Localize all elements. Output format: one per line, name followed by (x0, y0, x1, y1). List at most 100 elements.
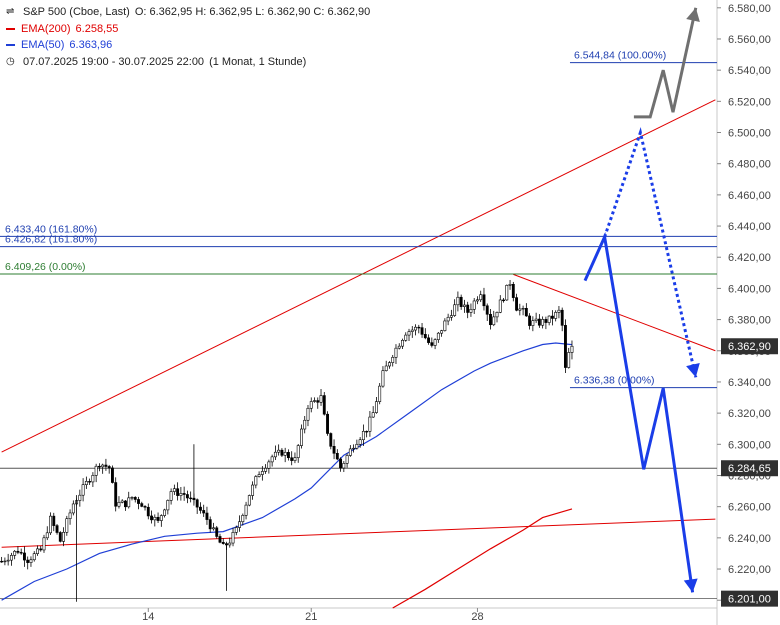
bottom-price-badge-bg (721, 590, 778, 607)
y-tick-label: 6.500,00 (728, 128, 771, 140)
trendline (1, 518, 716, 548)
compare-icon[interactable]: ⇌ (6, 6, 15, 17)
candle-body (130, 497, 134, 499)
candle-body (159, 515, 163, 521)
candle-body (208, 519, 212, 530)
ema200-label: EMA(200) (21, 22, 71, 35)
y-tick-label: 6.440,00 (728, 221, 771, 233)
candle-body (166, 500, 170, 511)
candle-body (401, 339, 404, 347)
grid (0, 0, 718, 625)
y-tick-label: 6.560,00 (728, 34, 771, 46)
candle-body (137, 499, 140, 504)
candle-body (0, 560, 4, 563)
candle-body (205, 512, 209, 520)
candle-body (16, 550, 20, 553)
candle-body (153, 516, 157, 521)
candle-body (65, 518, 69, 533)
scenario-arrowhead (686, 363, 700, 378)
candle-body (521, 307, 525, 310)
candle-body (479, 294, 483, 301)
price-axis: 6.580,00 6.560,00 6.540,00 6.520,00 6.500,00… (717, 0, 780, 625)
scenario-path (603, 127, 698, 378)
candle-body (528, 315, 532, 326)
candle-body (511, 284, 515, 298)
candle-body (254, 476, 258, 486)
scenario-arrowhead (686, 7, 700, 22)
candle-body (176, 488, 180, 496)
candle-body (329, 433, 333, 447)
bottom-price-badge: 6.201,00 (728, 594, 771, 606)
legend-range: 07.07.2025 19:00 - 30.07.2025 22:00 (23, 55, 205, 68)
price-axis-bg (718, 0, 780, 625)
candle-body (397, 345, 401, 349)
candle-body (68, 512, 72, 520)
candle-body (6, 559, 10, 562)
candle-body (374, 401, 378, 413)
candle-body (172, 488, 176, 492)
candle-body (515, 297, 519, 311)
ema200-line (392, 508, 573, 609)
trendline (513, 273, 716, 352)
candle-body (443, 320, 447, 331)
candle-body (58, 532, 62, 542)
y-tick-label: 6.320,00 (728, 408, 771, 420)
candle-body (143, 506, 147, 508)
candle-body (524, 307, 528, 317)
ema50-line (1, 342, 573, 601)
candle-body (202, 510, 206, 514)
candle-body (114, 482, 118, 507)
candle-body (361, 430, 365, 441)
moving-averages (1, 342, 573, 609)
candle-body (541, 319, 545, 326)
candle-body (342, 463, 346, 469)
candle-body (414, 326, 417, 331)
candle-body (570, 345, 574, 353)
candle-body (326, 413, 329, 434)
candle-body (404, 334, 408, 341)
candle-body (550, 315, 554, 319)
candle-body (492, 316, 496, 326)
candle-body (557, 309, 561, 313)
candle-body (469, 309, 473, 313)
legend-ema200[interactable]: EMA(200) 6.258,55 (6, 21, 370, 38)
candle-body (332, 446, 336, 454)
last-price-badge-bg (721, 338, 778, 355)
candle-body (518, 308, 522, 311)
support-price-badge-bg (721, 460, 778, 477)
candle-body (498, 299, 502, 313)
candle-body (212, 527, 215, 530)
scenario-path (633, 7, 698, 119)
candle-body (417, 326, 421, 329)
candle-body (146, 506, 150, 517)
chart-legend: ⇌ S&P 500 (Cboe, Last) O: 6.362,95 H: 6.… (6, 4, 370, 70)
candle-body (410, 329, 414, 332)
legend-ohlc: O: 6.362,95 H: 6.362,95 L: 6.362,90 C: 6… (134, 6, 371, 18)
candle-body (381, 370, 385, 387)
candle-body (335, 452, 339, 460)
candle-body (280, 449, 284, 456)
y-tick-label: 6.460,00 (728, 190, 771, 202)
candle-body (303, 419, 307, 430)
candle-body (244, 504, 248, 516)
legend-ema50[interactable]: EMA(50) 6.363,96 (6, 37, 370, 54)
candle-body (394, 347, 398, 358)
x-tick-label: 14 (142, 611, 154, 623)
y-tick-label: 6.380,00 (728, 315, 771, 327)
y-tick-label: 6.540,00 (728, 65, 771, 77)
price-levels: 6.544,84 (100.00%) 6.433,40 (161.80%)6.42… (0, 50, 717, 600)
candle-body (32, 553, 36, 561)
y-tick-label: 6.260,00 (728, 502, 771, 514)
candle-body (440, 330, 444, 334)
support-price-badge: 6.284,65 (728, 463, 771, 475)
candle-body (485, 305, 489, 315)
candle-body (247, 495, 251, 506)
candle-body (124, 500, 127, 508)
candle-body (3, 560, 7, 563)
candle-body (81, 484, 85, 496)
candle-body (345, 455, 349, 464)
candle-body (290, 457, 294, 461)
ema200-swatch (6, 27, 15, 30)
y-tick-label: 6.300,00 (728, 439, 771, 451)
ema50-swatch (6, 44, 15, 47)
